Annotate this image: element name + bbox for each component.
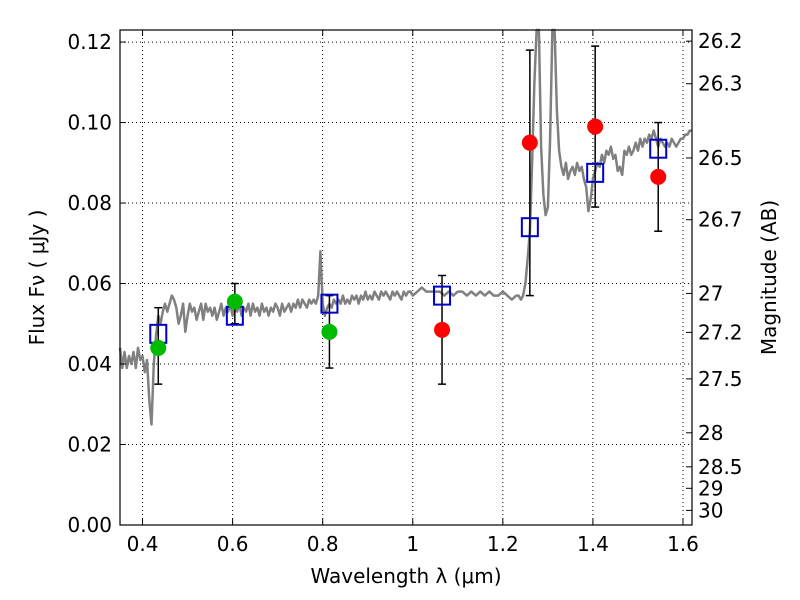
axis-labels: Wavelength λ (μm) Flux Fν ( μJy ) Magnitud… — [25, 200, 781, 588]
y-tick-label: 0.10 — [67, 111, 112, 135]
y-tick-label: 0.04 — [67, 352, 112, 376]
data-point — [321, 323, 338, 340]
data-point — [226, 293, 243, 310]
model-square — [649, 138, 668, 159]
plot-frame — [119, 29, 693, 526]
y2-tick-label: 26.5 — [698, 146, 743, 170]
y2-tick-label: 26.2 — [698, 29, 743, 53]
spectrum-line — [118, 28, 692, 426]
model-square — [320, 293, 339, 314]
y2-tick-label: 29 — [698, 476, 723, 500]
grid — [120, 30, 692, 526]
data-point — [150, 339, 167, 356]
x-tick-label: 0.4 — [127, 532, 159, 556]
y-tick-label: 0.08 — [67, 191, 112, 215]
data-point — [650, 168, 667, 185]
x-axis-ticks: 0.4 0.6 0.8 1 1.2 1.4 1.6 — [127, 30, 699, 556]
y2-tick-label: 26.7 — [698, 208, 743, 232]
x-tick-label: 1 — [406, 532, 419, 556]
y-axis-label: Flux Fν ( μJy ) — [25, 210, 49, 346]
x-tick-label: 0.8 — [307, 532, 339, 556]
y2-tick-label: 28.5 — [698, 455, 743, 479]
data-point — [434, 321, 451, 338]
model-square — [520, 217, 539, 238]
model-squares — [149, 138, 668, 344]
x-tick-label: 0.6 — [217, 532, 249, 556]
observed-points — [150, 118, 667, 356]
y2-tick-label: 28 — [698, 421, 723, 445]
x-tick-label: 1.6 — [667, 532, 699, 556]
x-axis-label: Wavelength λ (μm) — [310, 564, 501, 588]
x-tick-label: 1.2 — [487, 532, 519, 556]
model-square — [433, 285, 452, 306]
data-point — [587, 118, 604, 135]
y2-tick-label: 30 — [698, 498, 723, 522]
template-spectrum — [118, 28, 692, 426]
error-bars — [154, 45, 663, 385]
y2-tick-label: 27 — [698, 281, 723, 305]
y-tick-label: 0.12 — [67, 30, 112, 54]
y-tick-label: 0.00 — [67, 513, 112, 537]
data-point — [521, 134, 538, 151]
x-tick-label: 1.4 — [577, 532, 609, 556]
y2-tick-label: 27.5 — [698, 367, 743, 391]
axes-frame — [119, 29, 693, 526]
y2-axis-label: Magnitude (AB) — [757, 200, 781, 355]
y2-tick-label: 26.3 — [698, 72, 743, 96]
y-axis-ticks: 0.00 0.02 0.04 0.06 0.08 0.10 0.12 — [67, 30, 126, 537]
model-square — [586, 162, 605, 183]
y2-tick-label: 27.2 — [698, 320, 743, 344]
y-tick-label: 0.06 — [67, 272, 112, 296]
y-tick-label: 0.02 — [67, 433, 112, 457]
